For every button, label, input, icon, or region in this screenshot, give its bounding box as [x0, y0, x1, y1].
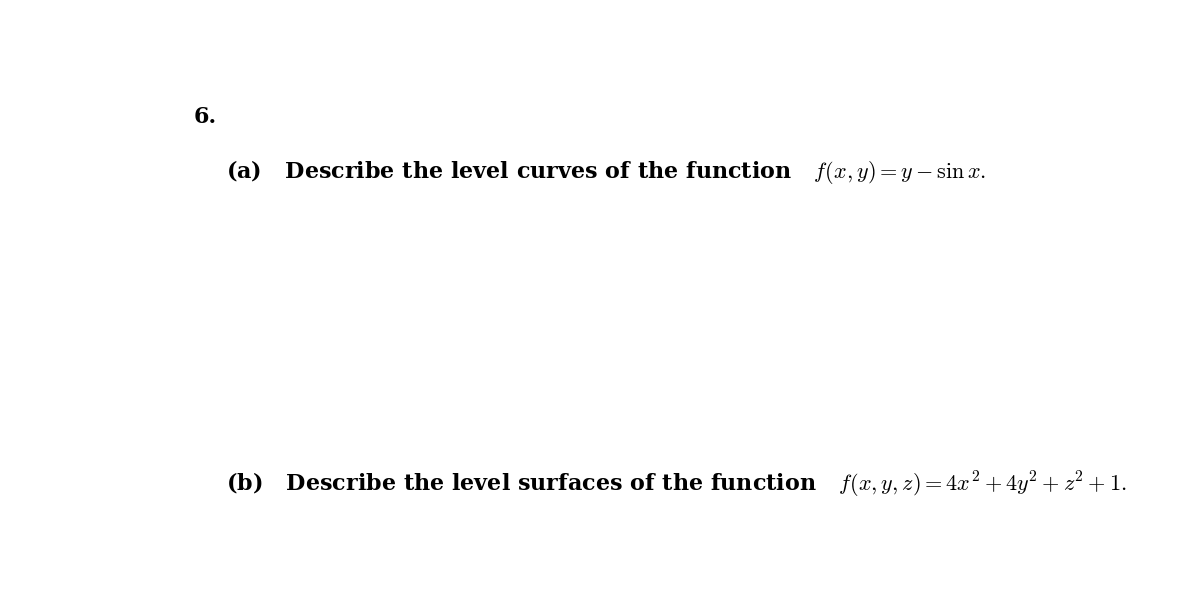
Text: (a)   Describe the level curves of the function   $f(x, y) = y - \sin x.$: (a) Describe the level curves of the fun… — [227, 158, 986, 186]
Text: 6.: 6. — [193, 106, 217, 128]
Text: (b)   Describe the level surfaces of the function   $f(x, y, z) = 4x^2 + 4y^2 + : (b) Describe the level surfaces of the f… — [227, 470, 1127, 500]
